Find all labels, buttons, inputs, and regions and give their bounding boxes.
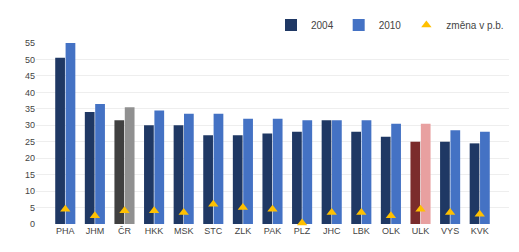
svg-text:55: 55 — [25, 38, 35, 48]
svg-text:ZLK: ZLK — [235, 226, 252, 236]
svg-text:15: 15 — [25, 170, 35, 180]
svg-text:30: 30 — [25, 120, 35, 130]
svg-text:PHA: PHA — [56, 226, 75, 236]
svg-text:LBK: LBK — [353, 226, 370, 236]
svg-text:PLZ: PLZ — [294, 226, 311, 236]
svg-text:10: 10 — [25, 186, 35, 196]
svg-text:20: 20 — [25, 153, 35, 163]
svg-text:KVK: KVK — [471, 226, 489, 236]
svg-text:MSK: MSK — [174, 226, 194, 236]
svg-text:STC: STC — [204, 226, 223, 236]
svg-text:VYS: VYS — [441, 226, 459, 236]
svg-text:50: 50 — [25, 55, 35, 65]
svg-text:změna v p.b.: změna v p.b. — [446, 20, 503, 31]
svg-text:HKK: HKK — [145, 226, 164, 236]
svg-text:0: 0 — [30, 219, 35, 229]
svg-text:JHM: JHM — [86, 226, 105, 236]
svg-text:2010: 2010 — [379, 20, 402, 31]
svg-text:ČR: ČR — [118, 226, 131, 236]
svg-text:2004: 2004 — [311, 20, 334, 31]
svg-text:OLK: OLK — [382, 226, 400, 236]
svg-text:ULK: ULK — [412, 226, 430, 236]
svg-text:5: 5 — [30, 203, 35, 213]
svg-text:45: 45 — [25, 71, 35, 81]
svg-text:25: 25 — [25, 137, 35, 147]
svg-text:PAK: PAK — [264, 226, 281, 236]
svg-text:JHC: JHC — [323, 226, 341, 236]
svg-text:40: 40 — [25, 88, 35, 98]
svg-text:35: 35 — [25, 104, 35, 114]
